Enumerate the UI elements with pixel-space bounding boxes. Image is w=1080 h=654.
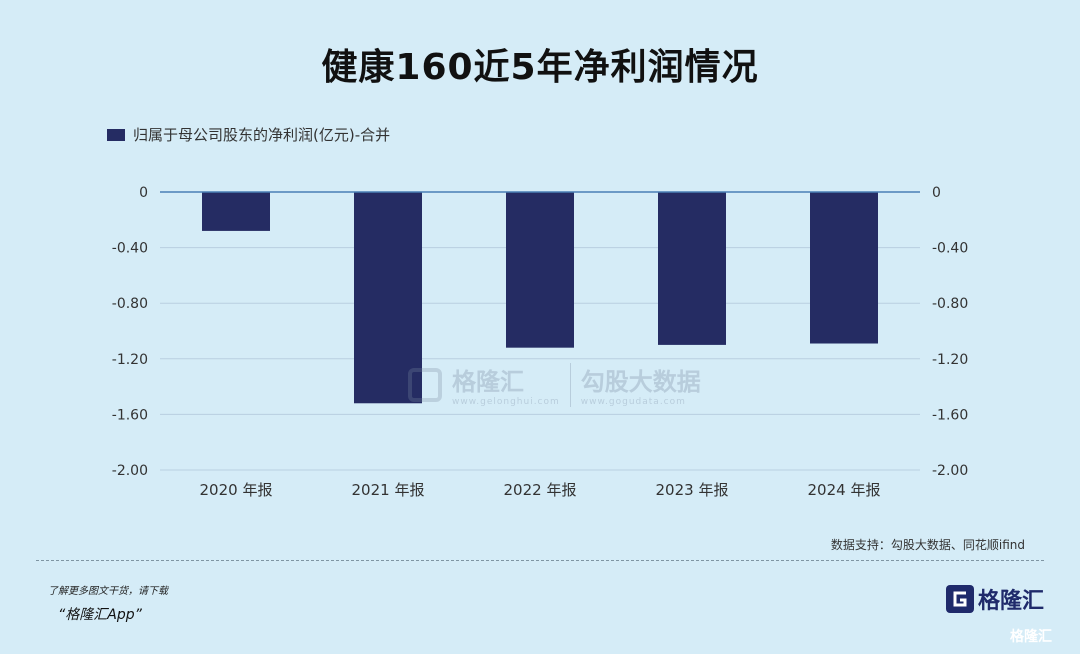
bar (658, 192, 726, 345)
y-tick-label-left: -0.40 (112, 241, 148, 257)
y-tick-label-right: -1.60 (932, 407, 968, 423)
data-source: 数据支持：勾股大数据、同花顺ifind (830, 538, 1025, 552)
watermark: 格隆汇 www.gelonghui.com 勾股大数据 www.gogudata… (408, 362, 701, 407)
brand-name: 格隆汇 (978, 589, 1045, 614)
x-tick-label: 2020 年报 (200, 481, 273, 499)
footer-divider (36, 560, 1044, 561)
legend-label: 归属于母公司股东的净利润(亿元)-合并 (133, 126, 391, 144)
y-tick-label-right: -1.20 (932, 352, 968, 368)
watermark-left-sub: www.gelonghui.com (452, 397, 560, 407)
brand-logo: 格隆汇 (946, 583, 1044, 615)
y-tick-label-left: -1.60 (112, 407, 148, 423)
footer-app-name: “格隆汇App” (58, 607, 142, 623)
watermark-left-text: 格隆汇 (452, 368, 524, 396)
footer-promo-text: 了解更多图文干货，请下载 (48, 586, 168, 597)
watermark-right-sub: www.gogudata.com (580, 397, 686, 407)
corner-watermark: 格隆汇 (1010, 629, 1052, 645)
x-tick-label: 2024 年报 (808, 481, 881, 499)
bar (202, 192, 270, 231)
watermark-separator (569, 362, 571, 407)
y-tick-label-left: -2.00 (112, 463, 148, 479)
x-tick-label: 2022 年报 (504, 481, 577, 499)
y-tick-label-left: -0.80 (112, 296, 148, 312)
y-tick-label-left: -1.20 (112, 352, 148, 368)
legend: 归属于母公司股东的净利润(亿元)-合并 (107, 124, 390, 145)
y-tick-label-left: 0 (139, 185, 148, 201)
x-tick-label: 2021 年报 (352, 481, 425, 499)
chart-title: 健康160近5年净利润情况 (321, 47, 759, 88)
bar (506, 192, 574, 348)
y-tick-label-right: -0.80 (932, 296, 968, 312)
y-tick-label-right: 0 (932, 185, 941, 201)
watermark-right-text: 勾股大数据 (580, 368, 701, 396)
bar (810, 192, 878, 344)
y-tick-label-right: -2.00 (932, 463, 968, 479)
legend-swatch (107, 128, 125, 141)
watermark-logo-icon (408, 367, 442, 402)
brand-g-icon (946, 585, 974, 613)
x-tick-label: 2023 年报 (656, 481, 729, 499)
y-tick-label-right: -0.40 (932, 241, 968, 257)
